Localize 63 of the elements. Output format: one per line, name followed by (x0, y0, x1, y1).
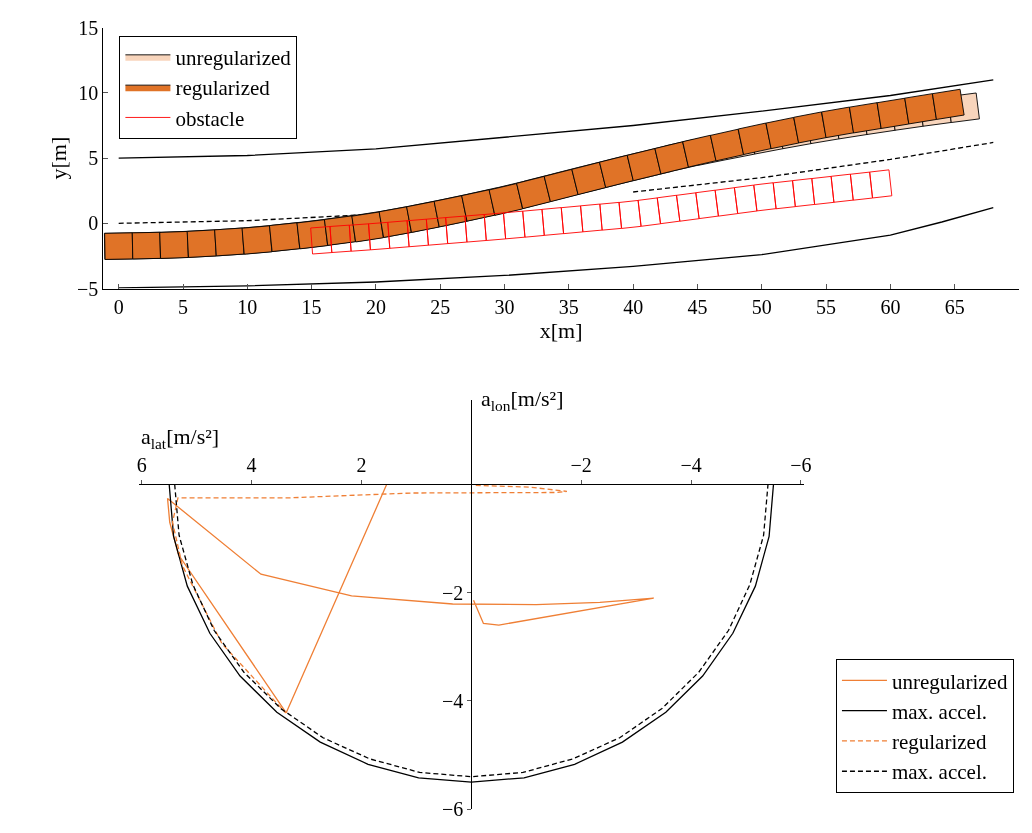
point (541, 207, 565, 236)
point (483, 212, 507, 241)
x-tick-label: 40 (623, 295, 644, 318)
x-tick-label: 65 (944, 295, 965, 318)
y-tick-label: −4 (442, 689, 464, 712)
line-series (166, 483, 655, 714)
legend-label: unregularized (175, 46, 292, 71)
x-tick-label: 25 (430, 295, 451, 318)
point (560, 205, 584, 235)
y-tick-label: −6 (442, 798, 464, 821)
x-tick-label: 5 (178, 295, 188, 318)
x-tick-label: 55 (816, 295, 837, 318)
y-axis-title: y[m] (45, 136, 71, 180)
legend-label: obstacle (175, 106, 245, 131)
x-tick-label: 10 (237, 295, 258, 318)
x-tick-label: −2 (570, 454, 592, 477)
point (830, 173, 854, 203)
y-tick-label: −5 (76, 277, 99, 300)
point (772, 180, 796, 210)
point (599, 201, 622, 231)
x-tick-label: 0 (113, 295, 124, 318)
point (733, 184, 758, 214)
point (522, 208, 545, 238)
line-series (118, 79, 994, 159)
point (753, 182, 777, 212)
legend-label: max. accel. (891, 760, 987, 785)
point (580, 203, 603, 233)
y-tick-label: 10 (78, 81, 99, 104)
y-tick-label: 5 (88, 147, 99, 170)
x-axis-title: a$_{lat}$[m/s²] (141, 424, 220, 452)
x-tick-label: −4 (680, 454, 702, 477)
point (618, 199, 642, 229)
point (792, 178, 816, 208)
legend-label: regularized (175, 76, 271, 101)
point (695, 189, 719, 220)
point (811, 175, 835, 205)
x-tick-label: 2 (356, 454, 367, 477)
point (714, 187, 739, 217)
legend-label: max. accel. (891, 699, 987, 724)
x-tick-label: 4 (246, 454, 257, 477)
point (849, 171, 873, 201)
point (656, 194, 681, 225)
x-tick-label: 6 (136, 454, 147, 477)
y-tick-label: −2 (442, 581, 464, 604)
point (464, 214, 487, 243)
x-tick-label: 20 (365, 295, 386, 318)
legend-label: unregularized (891, 669, 1008, 694)
x-tick-label: 15 (301, 295, 322, 318)
y-tick-label: 0 (88, 212, 99, 235)
y-axis-title: a$_{lon}$[m/s²] (481, 386, 564, 414)
x-axis-title: x[m] (539, 318, 583, 344)
point (869, 169, 893, 199)
x-tick-label: 45 (687, 295, 708, 318)
x-tick-label: 50 (751, 295, 772, 318)
x-tick-label: 30 (494, 295, 515, 318)
x-tick-label: 35 (558, 295, 579, 318)
point (637, 197, 661, 227)
point (502, 210, 526, 240)
legend-label: regularized (891, 730, 987, 755)
x-tick-label: −6 (790, 454, 812, 477)
y-tick-label: 15 (78, 16, 99, 39)
x-tick-label: 60 (880, 295, 901, 318)
point (676, 192, 700, 222)
